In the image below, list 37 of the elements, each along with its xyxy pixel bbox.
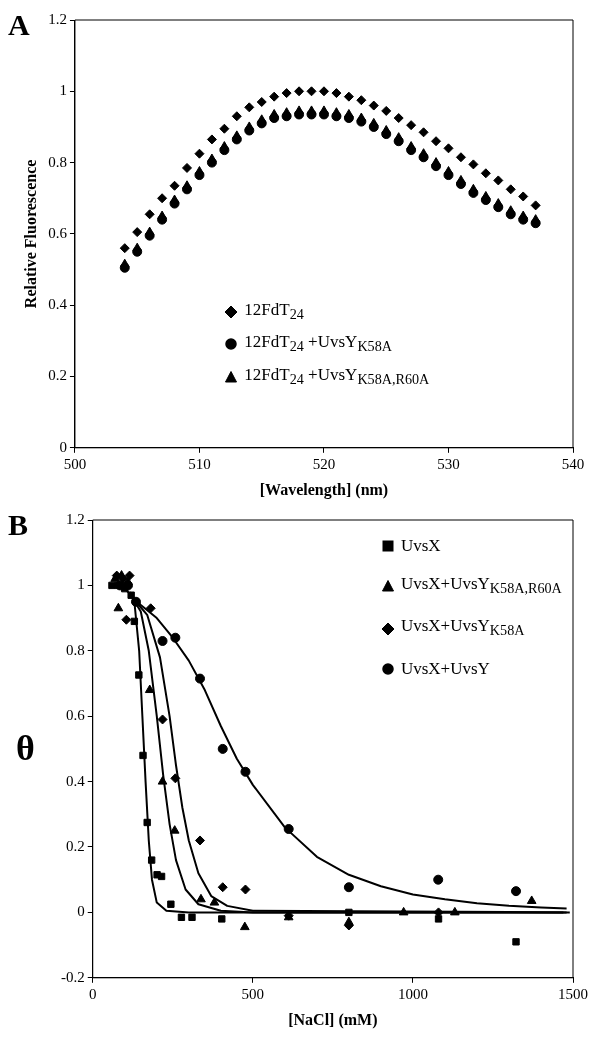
x-tick-label: 500 xyxy=(63,455,87,472)
x-axis-title: [NaCl] (mM) xyxy=(288,1010,378,1029)
x-tick-label: 0 xyxy=(89,985,97,1002)
x-tick-label: 510 xyxy=(188,455,211,472)
x-tick-label: 1000 xyxy=(397,985,428,1002)
y-tick-label: 0 xyxy=(59,438,67,455)
y-tick-label: 0.4 xyxy=(48,296,68,313)
y-tick-label: 0.2 xyxy=(66,837,85,854)
legend-label: UvsX+UvsY$_{K58A}$ xyxy=(400,615,525,641)
legend-label: 12FdT$_{24}$ +UvsY$_{K58A,R60A}$ xyxy=(244,363,430,389)
y-tick-label: 1 xyxy=(77,576,85,593)
y-tick-label: -0.2 xyxy=(61,968,85,985)
x-tick-label: 520 xyxy=(312,455,336,472)
x-axis-title: [Wavelength] (nm) xyxy=(259,480,389,499)
x-tick-label: 1500 xyxy=(558,985,588,1002)
y-tick-label: 1.2 xyxy=(66,510,85,527)
x-tick-label: 500 xyxy=(241,985,265,1002)
legend-label: 12FdT$_{24}$ +UvsY$_{K58A}$ xyxy=(244,331,392,357)
y-tick-label: 1 xyxy=(59,82,67,99)
legend-label: UvsX+UvsY$_{K58A,R60A}$ xyxy=(400,573,562,599)
y-axis-title: θ xyxy=(16,726,35,769)
legend-label: UvsX xyxy=(400,535,441,557)
x-tick-label: 530 xyxy=(437,455,460,472)
chart-title: B xyxy=(8,508,29,542)
y-tick-label: 0.4 xyxy=(66,772,86,789)
y-tick-label: 0 xyxy=(77,903,85,920)
legend-label: UvsX+UvsY xyxy=(400,657,490,680)
y-tick-label: 1.2 xyxy=(48,10,67,27)
y-tick-label: 0.6 xyxy=(66,707,86,724)
y-axis-title: Relative Fluorescence xyxy=(21,159,39,309)
legend-label: 12FdT$_{24}$ xyxy=(244,298,304,325)
y-tick-label: 0.2 xyxy=(48,367,67,384)
y-tick-label: 0.6 xyxy=(48,224,68,241)
chart-title: A xyxy=(8,8,30,42)
y-tick-label: 0.8 xyxy=(66,641,85,658)
y-tick-label: 0.8 xyxy=(48,153,67,170)
x-tick-label: 540 xyxy=(561,455,585,472)
